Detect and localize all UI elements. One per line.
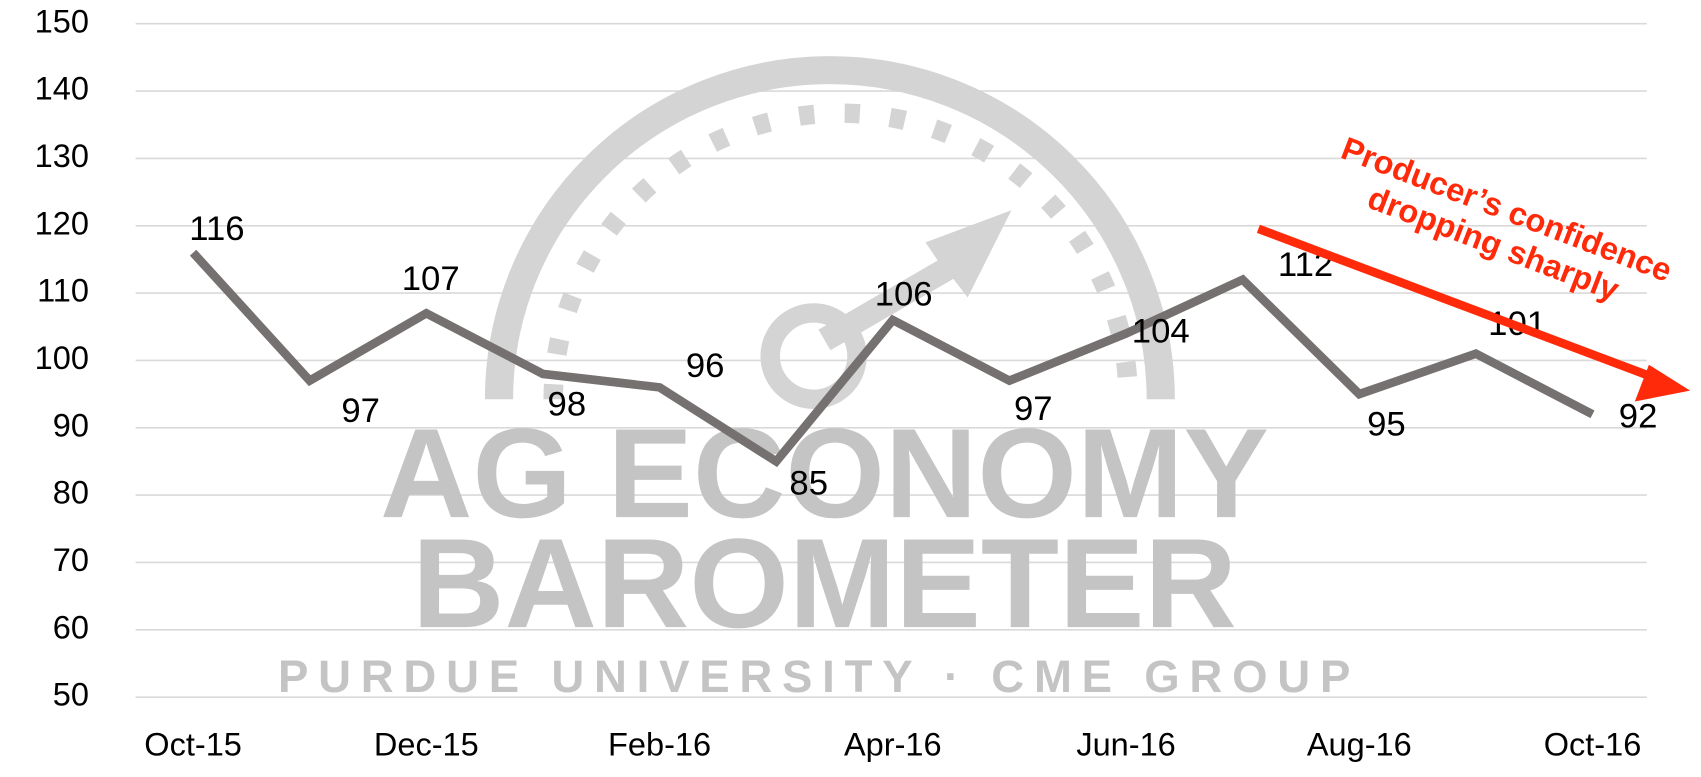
y-tick-label: 140: [35, 71, 89, 107]
data-label: 104: [1132, 313, 1190, 351]
x-tick-label: Oct-15: [144, 726, 242, 762]
data-label: 116: [189, 210, 244, 248]
data-label: 95: [1367, 406, 1406, 444]
data-label: 106: [875, 275, 933, 313]
y-tick-label: 100: [35, 340, 89, 376]
watermark-line: PURDUE UNIVERSITY · CME GROUP: [278, 651, 1360, 702]
watermark-line: BAROMETER: [412, 512, 1237, 655]
x-tick-label: Feb-16: [608, 726, 711, 762]
watermark: AG ECONOMY BAROMETER PURDUE UNIVERSITY ·…: [278, 56, 1360, 702]
y-tick-label: 110: [37, 273, 89, 309]
gauge-hub: [760, 303, 867, 410]
x-tick-label: Aug-16: [1307, 726, 1412, 762]
data-label: 92: [1619, 398, 1658, 436]
y-tick-label: 70: [53, 542, 89, 578]
y-tick-label: 60: [53, 609, 89, 645]
y-tick-label: 80: [53, 475, 89, 511]
x-tick-label: Dec-15: [374, 726, 479, 762]
data-label: 85: [789, 464, 828, 502]
annotation-arrow: [1256, 224, 1656, 382]
gauge-arc: [484, 56, 1175, 400]
data-label: 97: [341, 392, 380, 430]
gauge-ticks: [543, 103, 1138, 400]
annotation-arrowhead: [1634, 364, 1691, 402]
line-series: [189, 249, 1595, 468]
data-label: 97: [1014, 390, 1053, 428]
x-tick-label: Apr-16: [844, 726, 942, 762]
y-tick-label: 130: [35, 138, 89, 174]
y-tick-label: 50: [53, 677, 89, 713]
x-tick-label: Oct-16: [1544, 726, 1642, 762]
data-label: 96: [686, 347, 725, 385]
y-tick-label: 120: [35, 205, 89, 241]
x-tick-label: Jun-16: [1076, 726, 1175, 762]
watermark-line: AG ECONOMY: [380, 402, 1269, 545]
gauge-needle: [818, 210, 1012, 351]
y-tick-label: 90: [53, 407, 89, 443]
grid: [135, 22, 1647, 698]
data-label: 107: [402, 260, 460, 298]
y-tick-label: 150: [35, 3, 89, 39]
data-label: 98: [548, 385, 587, 423]
